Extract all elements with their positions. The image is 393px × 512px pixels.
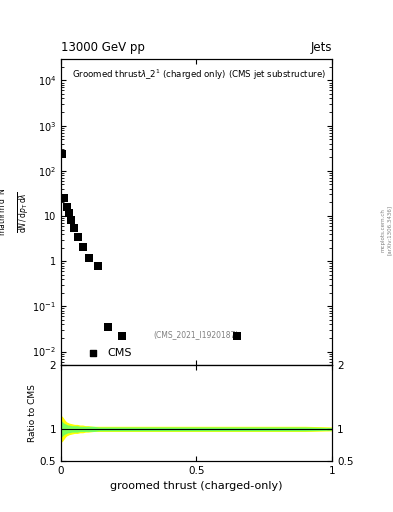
Y-axis label: mathrm d$^2$N
$\overline{\mathrm{d}N\,/\,\mathrm{d}p_\mathrm{T}\,\mathrm{d}\lamb: mathrm d$^2$N $\overline{\mathrm{d}N\,/\…: [0, 188, 31, 236]
Point: [119, 332, 125, 340]
Point: [63, 203, 70, 211]
Text: CMS: CMS: [107, 349, 132, 358]
Text: mcplots.cern.ch: mcplots.cern.ch: [381, 208, 386, 252]
Point: [61, 194, 68, 202]
Point: [90, 321, 97, 329]
Point: [59, 151, 65, 159]
Point: [86, 254, 92, 263]
Point: [75, 232, 81, 241]
Point: [71, 224, 77, 232]
Point: [68, 216, 74, 224]
Point: [66, 209, 72, 217]
Text: [arXiv:1306.3436]: [arXiv:1306.3436]: [387, 205, 391, 255]
Text: (CMS_2021_I1920187): (CMS_2021_I1920187): [154, 330, 239, 339]
Point: [80, 243, 86, 251]
Text: 13000 GeV pp: 13000 GeV pp: [61, 41, 145, 54]
Point: [234, 332, 240, 340]
Point: [105, 323, 112, 331]
Text: Jets: Jets: [310, 41, 332, 54]
X-axis label: groomed thrust (charged-only): groomed thrust (charged-only): [110, 481, 283, 491]
Text: Groomed thrust$\lambda\_2^1$ (charged only) (CMS jet substructure): Groomed thrust$\lambda\_2^1$ (charged on…: [72, 68, 326, 82]
Point: [94, 262, 101, 270]
Y-axis label: Ratio to CMS: Ratio to CMS: [28, 384, 37, 442]
